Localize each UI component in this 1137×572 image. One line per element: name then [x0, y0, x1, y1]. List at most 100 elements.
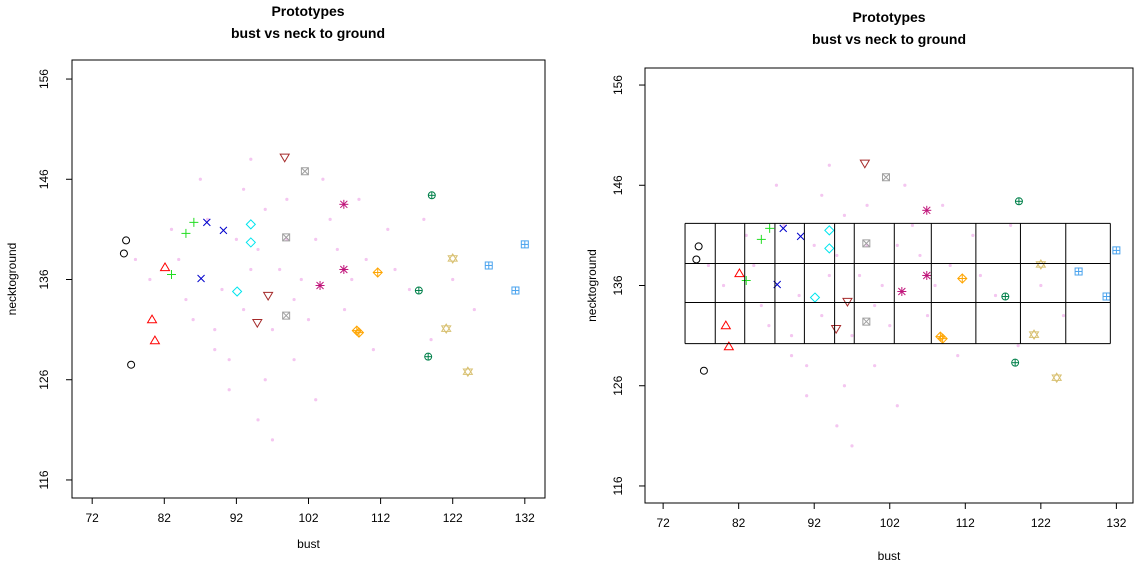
- point-stroke: [881, 173, 890, 182]
- point-dot: [1039, 283, 1043, 288]
- point: [957, 273, 968, 284]
- point: [948, 263, 952, 268]
- point-stroke: [245, 219, 257, 230]
- point: [1074, 267, 1083, 276]
- point: [270, 328, 275, 332]
- x-tick-label: 82: [158, 511, 172, 525]
- point-dot: [234, 237, 238, 242]
- point: [756, 234, 766, 244]
- point-stroke: [699, 366, 708, 375]
- point-dot: [249, 267, 253, 272]
- x-tick-label: 72: [86, 511, 100, 525]
- point-stroke: [1028, 331, 1040, 341]
- point: [342, 307, 347, 312]
- point-dot: [364, 257, 368, 262]
- x-tick-label: 102: [298, 511, 318, 525]
- y-tick-label: 116: [611, 476, 625, 495]
- point-stroke: [462, 366, 474, 375]
- point-dot: [169, 227, 174, 231]
- point: [511, 286, 520, 295]
- point: [1061, 313, 1066, 318]
- point: [414, 286, 423, 295]
- x-tick-label: 92: [230, 511, 244, 525]
- point-dot: [895, 243, 899, 248]
- point: [897, 287, 907, 297]
- point: [371, 348, 375, 352]
- point: [741, 275, 751, 285]
- point: [249, 157, 253, 161]
- point-stroke: [245, 237, 257, 248]
- point-stroke: [734, 267, 745, 278]
- point-dot: [314, 237, 318, 242]
- y-tick-label: 136: [37, 269, 51, 289]
- point: [937, 333, 948, 344]
- point: [888, 323, 892, 328]
- point: [1039, 283, 1043, 288]
- point: [306, 317, 311, 322]
- point-stroke: [723, 341, 735, 351]
- point: [797, 293, 801, 298]
- point-stroke: [447, 255, 459, 264]
- point: [1014, 197, 1023, 206]
- point-dot: [752, 263, 756, 268]
- point: [744, 233, 748, 237]
- y-tick-label: 156: [37, 69, 51, 89]
- point: [227, 358, 231, 362]
- point: [299, 277, 303, 282]
- point-stroke: [1051, 374, 1063, 384]
- point-dot: [797, 293, 801, 298]
- point: [805, 394, 809, 398]
- point: [520, 240, 529, 249]
- point: [427, 191, 436, 200]
- point-dot: [971, 233, 975, 237]
- point-stroke: [440, 323, 452, 332]
- point-dot: [789, 334, 794, 338]
- point: [993, 293, 998, 298]
- point: [706, 263, 711, 268]
- point: [282, 311, 291, 320]
- point-dot: [933, 283, 937, 288]
- point-dot: [880, 283, 884, 288]
- point: [285, 197, 289, 201]
- point-dot: [1016, 344, 1020, 348]
- point-dot: [873, 303, 877, 308]
- point: [462, 366, 474, 378]
- point-dot: [805, 364, 809, 368]
- point-dot: [184, 297, 188, 302]
- x-axis-label: bust: [878, 549, 901, 563]
- point-stroke: [1074, 267, 1083, 276]
- point: [149, 335, 161, 345]
- point-dot: [888, 323, 892, 328]
- point: [752, 263, 756, 268]
- point-dot: [978, 273, 983, 278]
- point: [133, 257, 138, 262]
- point-stroke: [1028, 329, 1040, 338]
- point-dot: [842, 384, 847, 388]
- point: [971, 233, 975, 237]
- point-dot: [133, 257, 138, 262]
- point: [789, 334, 794, 338]
- point: [767, 323, 771, 328]
- point-stroke: [339, 200, 348, 209]
- point: [167, 269, 177, 279]
- point-dot: [827, 273, 831, 278]
- point-dot: [918, 253, 922, 258]
- point-dot: [198, 177, 202, 181]
- point: [339, 264, 349, 274]
- x-tick-label: 122: [443, 511, 463, 525]
- point: [933, 283, 937, 288]
- point-stroke: [262, 291, 274, 302]
- point: [249, 267, 253, 272]
- point: [734, 267, 745, 278]
- point: [451, 277, 455, 282]
- point: [1035, 259, 1047, 270]
- point: [1009, 223, 1013, 227]
- point-dot: [314, 398, 318, 402]
- point-dot: [386, 227, 390, 231]
- point: [146, 314, 158, 324]
- point: [353, 327, 365, 338]
- point: [282, 233, 291, 242]
- point: [881, 173, 890, 182]
- point: [809, 292, 821, 303]
- point-stroke: [694, 242, 703, 251]
